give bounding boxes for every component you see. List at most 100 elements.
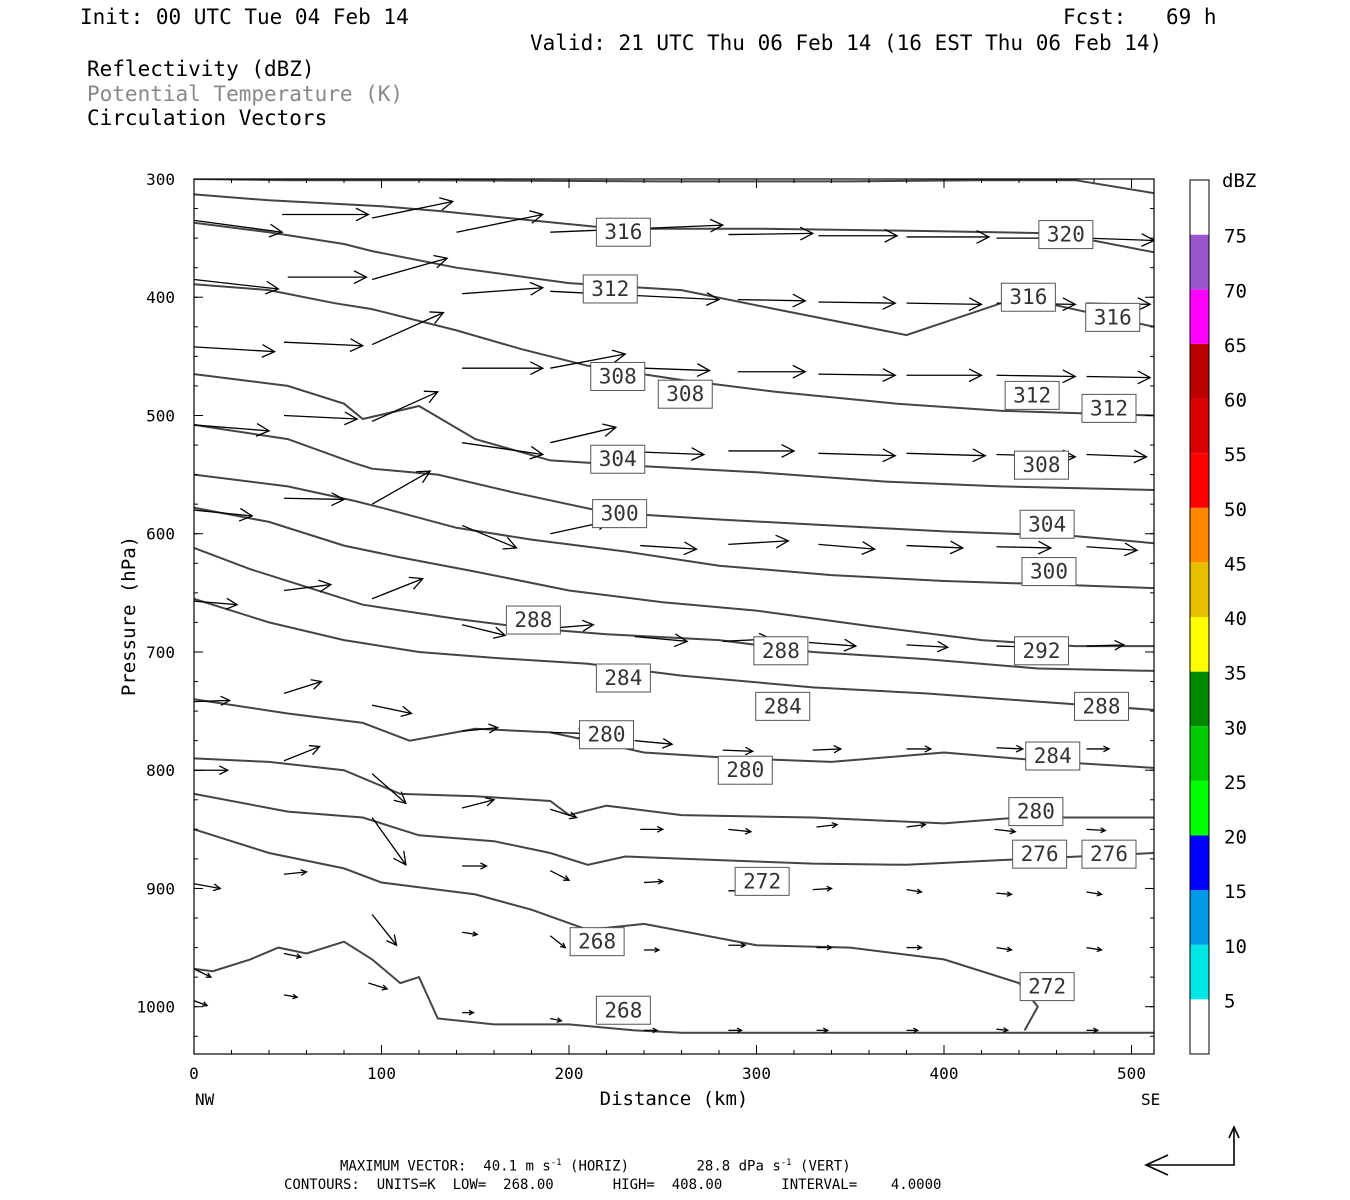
circulation-vector <box>643 447 706 461</box>
contour-label: 300 <box>1021 557 1077 587</box>
circulation-vector <box>634 633 689 648</box>
x-tick-label: 300 <box>742 1064 771 1083</box>
circulation-vector <box>283 993 299 1000</box>
circulation-vector <box>996 744 1025 753</box>
svg-text:288: 288 <box>762 639 800 663</box>
contours-info: CONTOURS: UNITS=K LOW= 268.00 HIGH= 408.… <box>284 1177 942 1193</box>
svg-text:284: 284 <box>764 694 802 718</box>
circulation-vector <box>194 695 232 706</box>
circulation-vector <box>722 746 755 756</box>
colorbar-frame <box>1189 179 1210 1055</box>
circulation-vector <box>640 825 665 833</box>
circulation-vector <box>371 773 407 805</box>
circulation-vector <box>737 293 807 308</box>
circulation-vector <box>283 411 359 426</box>
svg-text:320: 320 <box>1047 223 1085 247</box>
circulation-vector <box>906 368 983 383</box>
svg-text:316: 316 <box>604 220 642 244</box>
circulation-vector <box>818 296 897 310</box>
circulation-vector <box>1086 639 1126 651</box>
svg-text:292: 292 <box>1023 639 1061 663</box>
variable-theta: Potential Temperature (K) <box>87 82 404 106</box>
colorbar-level-label: 65 <box>1224 335 1247 357</box>
circulation-vector <box>728 226 815 241</box>
svg-text:312: 312 <box>1090 396 1128 420</box>
isentrope-272-12 <box>194 792 1154 866</box>
circulation-vector <box>462 1009 475 1016</box>
colorbar-level-label: 50 <box>1224 499 1247 521</box>
variable-reflectivity: Reflectivity (dBZ) <box>87 57 315 81</box>
x-end-label-se: SE <box>1141 1090 1160 1109</box>
circulation-vector <box>812 885 833 892</box>
circulation-vector <box>462 931 479 937</box>
circulation-vector <box>283 952 303 959</box>
contour-label: 292 <box>1014 636 1069 666</box>
circulation-vector <box>906 230 991 244</box>
colorbar-level-label: 5 <box>1224 990 1235 1012</box>
x-end-label-nw: NW <box>195 1090 215 1109</box>
circulation-vector <box>194 507 254 522</box>
colorbar-level-label: 15 <box>1224 881 1247 903</box>
circulation-vector <box>996 1027 1010 1033</box>
circulation-vector <box>906 944 923 951</box>
isentrope-300-6 <box>194 473 1154 590</box>
svg-text:308: 308 <box>1023 453 1061 477</box>
colorbar-swatch <box>1190 671 1209 727</box>
circulation-vector <box>818 448 897 463</box>
y-tick-label: 1000 <box>136 998 175 1017</box>
svg-text:280: 280 <box>1017 800 1055 824</box>
x-axis-label: Distance (km) <box>600 1088 749 1110</box>
circulation-vector <box>371 311 445 346</box>
contour-label: 284 <box>595 663 651 693</box>
x-tick-label: 500 <box>1117 1064 1146 1083</box>
colorbar-level-label: 75 <box>1224 226 1247 248</box>
colorbar-swatch <box>1190 507 1209 563</box>
colorbar-swatch <box>1190 617 1209 672</box>
svg-text:304: 304 <box>599 447 637 471</box>
contour-label: 280 <box>579 720 634 750</box>
contour-label: 316 <box>1000 282 1056 312</box>
vert-suffix: (VERT) <box>800 1158 851 1175</box>
circulation-vector <box>728 942 747 949</box>
svg-text:312: 312 <box>591 277 629 301</box>
x-tick-label: 400 <box>930 1064 959 1083</box>
isentrope-288-8 <box>194 546 1154 672</box>
circulation-vector <box>550 349 627 369</box>
svg-text:280: 280 <box>726 758 764 782</box>
colorbar-swatch <box>1190 999 1209 1054</box>
circulation-vector <box>462 723 500 734</box>
isentrope-312-3 <box>194 283 1154 417</box>
x-tick-label: 200 <box>555 1064 584 1083</box>
contour-label: 284 <box>1025 741 1081 771</box>
circulation-vector <box>906 822 927 829</box>
circulation-vector <box>816 821 839 829</box>
svg-text:316: 316 <box>1094 305 1132 329</box>
max-vector-prefix: MAXIMUM VECTOR: <box>340 1158 467 1175</box>
svg-text:280: 280 <box>588 723 626 747</box>
forecast-label: Fcst: <box>1063 5 1127 29</box>
isentrope-316-1 <box>194 193 1154 254</box>
plot-area: 316 320 312 316 316 308 308 312 312 304 308 300 304 3… <box>194 179 1154 1034</box>
svg-text:276: 276 <box>1090 842 1128 866</box>
contour-label: 268 <box>569 927 625 957</box>
circulation-vector <box>1086 449 1148 464</box>
circulation-vector <box>550 808 578 820</box>
horiz-suffix: (HORIZ) <box>570 1158 630 1175</box>
isentrope-284-9 <box>194 597 1154 711</box>
colorbar-swatch <box>1190 343 1209 399</box>
forecast-value: 69 h <box>1166 5 1217 29</box>
circulation-vector <box>728 444 796 458</box>
colorbar-swatch <box>1190 562 1209 617</box>
circulation-vector <box>371 914 398 947</box>
contour-label: 288 <box>1074 691 1129 721</box>
svg-text:300: 300 <box>601 502 639 526</box>
y-tick-label: 700 <box>146 643 175 662</box>
circulation-vector <box>371 817 407 866</box>
circulation-vector <box>1086 827 1107 834</box>
isentrope-280-10 <box>194 698 1154 769</box>
colorbar-level-label: 35 <box>1224 663 1247 685</box>
colorbar-level-label: 70 <box>1224 280 1247 302</box>
colorbar-level-label: 55 <box>1224 444 1247 466</box>
circulation-vector <box>644 947 661 953</box>
circulation-vector <box>283 744 321 762</box>
